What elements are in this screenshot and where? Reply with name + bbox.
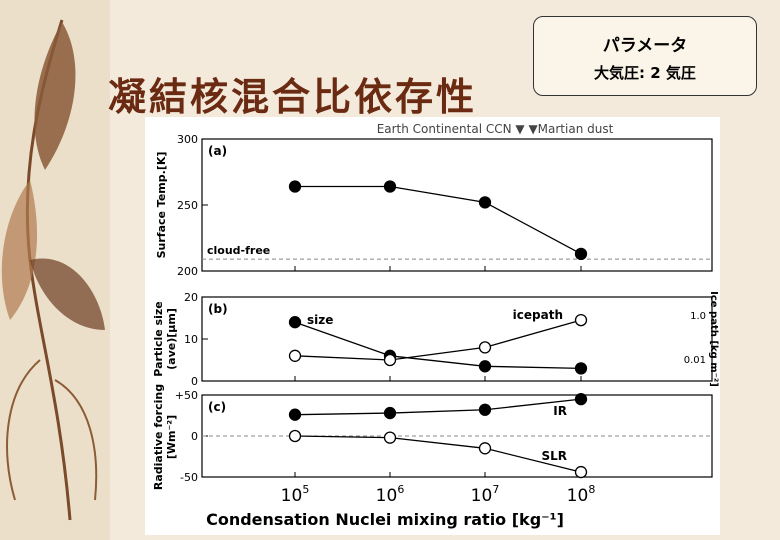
panel-c-ytick-label: 0 [191, 430, 198, 443]
panel-c-ylabel-line1: Radiative forcing [152, 384, 165, 490]
panel-b-series-1-point [383, 353, 397, 367]
panel-b-ytick-label: 10 [184, 333, 198, 346]
panel-b-series-0-label: size [307, 313, 333, 327]
panel-b-right-tick-label: 1.0 [690, 311, 706, 322]
panel-b-series-1-point [574, 313, 588, 327]
panel-a-frame [201, 138, 713, 272]
panel-c-series-1-point [383, 431, 397, 444]
panel-c-series-0-point [383, 406, 397, 420]
panel-c-series-0-line [294, 398, 582, 416]
x-axis-title: Condensation Nuclei mixing ratio [kg⁻¹] [206, 510, 564, 529]
panel-b-ylabel-line2: (ave)[μm] [165, 308, 178, 370]
panel-b-ylabel-right: Ice path [kg m⁻²] [708, 291, 719, 387]
panel-a-reference-label: cloud-free [207, 244, 270, 257]
panel-b-ylabel-line1: Particle size [152, 301, 165, 376]
panel-b-series-1-label: icepath [513, 308, 563, 322]
panel-c-series-1-point [288, 429, 302, 443]
chart-area: Earth Continental CCN ▼ ▼Martian dust (a… [145, 117, 720, 535]
panel-c-series-1-point [478, 442, 492, 455]
panel-a-series-0-point [574, 247, 588, 260]
panel-c-ylabel-line2: [Wm⁻²] [165, 415, 178, 459]
chart-svg: Earth Continental CCN ▼ ▼Martian dust (a… [152, 122, 719, 529]
panel-b-frame [201, 296, 713, 382]
panel-c-series-0-point [478, 403, 492, 416]
panel-b-label: (b) [208, 302, 228, 316]
panel-b-right-tick-label: 0.01 [684, 355, 706, 366]
panel-b-ytick-label: 20 [184, 291, 198, 304]
panel-c-label: (c) [208, 400, 226, 414]
panel-b-series-1-point [288, 349, 302, 362]
panel-a-ytick-label: 300 [177, 133, 198, 146]
panel-b-series-0-point [478, 360, 492, 373]
panel-a-series-0-point [288, 180, 302, 193]
panel-a-series-0-point [383, 180, 397, 193]
panel-c-series-0-label: IR [553, 404, 567, 418]
panel-b-ytick-label: 0 [191, 375, 198, 388]
panel-c-series-1-label: SLR [541, 449, 567, 463]
panel-b-series-0-point [288, 316, 302, 329]
parameter-value: 大気圧: 2 気圧 [594, 64, 696, 82]
panel-a-series-0-point [478, 196, 492, 209]
panel-c-series-1-line [294, 435, 582, 473]
panel-c-ytick-label: +50 [175, 389, 198, 402]
panel-c-series-0-point [574, 392, 588, 406]
panel-b-series-1-line [294, 319, 582, 361]
x-tick-label: 108 [567, 483, 596, 506]
top-legend: Earth Continental CCN ▼ ▼Martian dust [377, 122, 614, 136]
panel-a-ylabel: Surface Temp.[K] [155, 152, 168, 259]
parameter-box: パラメータ 大気圧: 2 気圧 [533, 16, 757, 96]
parameter-title: パラメータ [602, 36, 688, 56]
panel-a-series-0-line [295, 185, 582, 255]
panel-b-series-0-line [294, 321, 582, 370]
x-tick-label: 106 [376, 483, 405, 506]
panel-a-label: (a) [208, 144, 227, 158]
panel-c-series-1-point [574, 465, 588, 479]
panel-b-series-0-point [574, 362, 588, 375]
panel-b-series-1-point [478, 341, 492, 354]
panel-c-ytick-label: -50 [180, 471, 198, 484]
panel-c-series-0-point [288, 408, 302, 421]
x-tick-label: 105 [281, 483, 310, 506]
slide-title: 凝結核混合比依存性 [108, 75, 478, 119]
panel-a-ytick-label: 250 [177, 199, 198, 212]
leaf-decoration [1, 19, 105, 521]
x-tick-label: 107 [471, 483, 500, 506]
panel-a-ytick-label: 200 [177, 265, 198, 278]
